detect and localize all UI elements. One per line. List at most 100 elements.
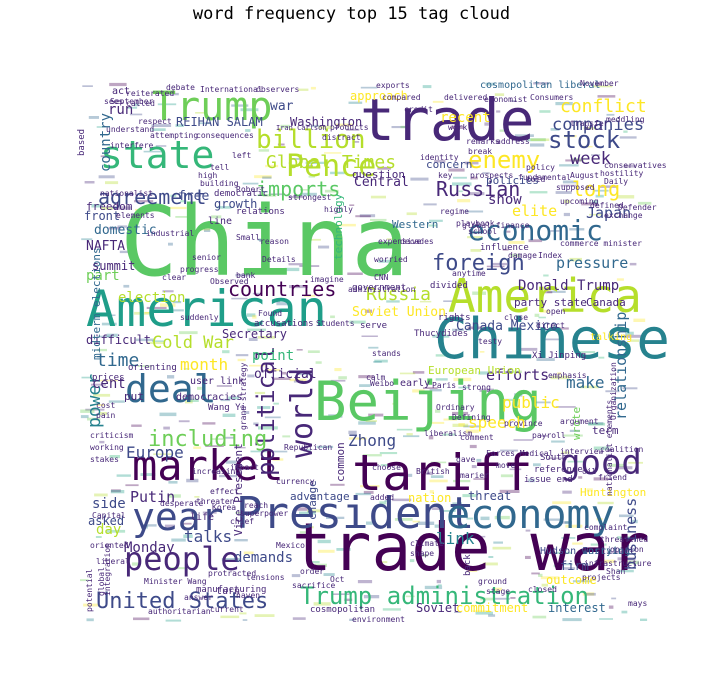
- filler-mark: [317, 539, 331, 544]
- word-zhong: Zhong: [348, 431, 396, 450]
- filler-mark: [374, 359, 388, 363]
- word-desperate: desperate: [160, 499, 204, 508]
- filler-mark: [562, 180, 578, 184]
- filler-mark: [168, 309, 184, 312]
- filler-mark: [257, 238, 263, 241]
- filler-mark: [470, 249, 482, 252]
- filler-mark: [608, 463, 624, 467]
- filler-mark: [357, 580, 373, 584]
- filler-mark: [545, 291, 553, 294]
- filler-mark: [277, 143, 285, 146]
- filler-mark: [81, 238, 93, 241]
- filler-mark: [257, 336, 276, 339]
- filler-mark: [358, 375, 374, 379]
- filler-mark: [231, 297, 248, 300]
- filler-mark: [463, 425, 481, 428]
- filler-mark: [528, 239, 543, 243]
- filler-mark: [243, 411, 250, 414]
- word-working: working: [90, 443, 124, 452]
- word-industrial: industrial: [146, 229, 194, 238]
- filler-mark: [605, 390, 620, 393]
- word-war: war: [270, 99, 294, 114]
- word-close: close: [504, 313, 528, 322]
- filler-mark: [435, 409, 441, 413]
- filler-mark: [183, 368, 190, 370]
- filler-mark: [294, 507, 308, 511]
- filler-mark: [296, 372, 313, 376]
- filler-mark: [470, 535, 486, 538]
- word-pressure: pressure: [556, 254, 628, 272]
- word-grand-strategy: grand strategy: [239, 362, 248, 430]
- word-policy: policy: [526, 163, 555, 172]
- word-life: life: [190, 512, 214, 523]
- filler-mark: [510, 253, 521, 258]
- word-policies: policies: [486, 174, 539, 187]
- filler-mark: [422, 85, 432, 89]
- word-calm: calm: [366, 373, 385, 382]
- filler-mark: [580, 145, 593, 148]
- word-beijing: Beijing: [314, 370, 542, 433]
- word-put: put: [124, 390, 144, 403]
- filler-mark: [172, 301, 182, 304]
- word-address: address: [496, 137, 530, 146]
- word-marier: marier: [460, 471, 489, 480]
- filler-mark: [405, 595, 415, 598]
- word-attempting: attempting: [150, 131, 198, 140]
- filler-mark: [305, 161, 325, 164]
- filler-mark: [509, 468, 522, 471]
- word-playbook: playbook: [456, 219, 495, 228]
- filler-mark: [307, 164, 313, 169]
- filler-mark: [262, 193, 277, 197]
- word-western: Western: [392, 218, 438, 231]
- filler-mark: [250, 450, 267, 453]
- word-upcoming: upcoming: [560, 197, 599, 206]
- filler-mark: [442, 433, 457, 436]
- filler-mark: [606, 113, 615, 116]
- filler-mark: [273, 377, 291, 380]
- word-remarks: remarks: [466, 137, 500, 146]
- word-korea: Korea: [212, 503, 236, 512]
- filler-mark: [270, 193, 286, 196]
- filler-mark: [237, 358, 246, 362]
- word-billion: billion: [256, 125, 366, 155]
- filler-mark: [349, 618, 355, 621]
- word-projects: projects: [582, 573, 621, 582]
- word-bank: bank: [236, 271, 255, 280]
- word-make: make: [566, 373, 605, 392]
- filler-mark: [392, 402, 397, 405]
- filler-mark: [242, 619, 248, 621]
- filler-words: [80, 82, 652, 622]
- word-chinese: Chinese: [434, 307, 670, 372]
- word-exports: exports: [376, 81, 410, 90]
- filler-mark: [483, 562, 498, 566]
- word-relationship: relationship: [612, 312, 630, 420]
- filler-mark: [102, 314, 116, 316]
- filler-mark: [348, 437, 367, 440]
- filler-mark: [429, 389, 442, 392]
- word-cold-war: Cold War: [152, 333, 234, 353]
- filler-mark: [137, 365, 152, 367]
- word-talking: talking: [590, 332, 632, 343]
- filler-mark: [94, 493, 108, 497]
- word-soviet: Soviet: [416, 601, 459, 615]
- filler-mark: [453, 377, 472, 382]
- word-global-finance: global finance: [462, 221, 530, 230]
- filler-mark: [412, 371, 425, 374]
- word-cost: cost: [96, 401, 115, 410]
- filler-mark: [240, 108, 259, 112]
- filler-mark: [212, 438, 223, 440]
- filler-mark: [299, 265, 320, 267]
- filler-mark: [430, 461, 447, 464]
- word-american: American: [86, 280, 327, 338]
- word-key: key: [438, 171, 453, 180]
- filler-mark: [379, 501, 387, 505]
- filler-mark: [307, 350, 320, 353]
- word-enemy: enemy: [468, 146, 540, 174]
- word-huntington: Huntington: [580, 486, 646, 499]
- filler-mark: [593, 477, 609, 481]
- word-xi-jinping: Xi Jinping: [532, 351, 586, 361]
- filler-mark: [316, 445, 334, 449]
- word-commitment: commitment: [456, 601, 528, 615]
- filler-mark: [90, 383, 106, 386]
- filler-mark: [185, 400, 193, 404]
